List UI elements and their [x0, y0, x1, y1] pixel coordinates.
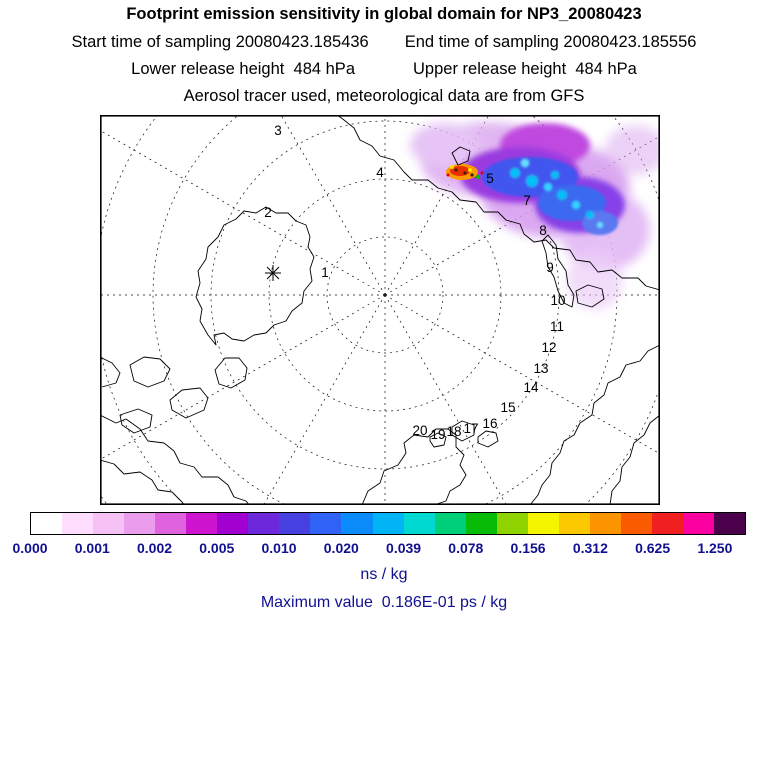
- trajectory-marker-18: 18: [446, 424, 461, 439]
- colorbar-segment: [465, 513, 497, 534]
- sampling-times-line: Start time of sampling 20080423.185436 E…: [0, 33, 768, 52]
- coast-island-5: [451, 420, 475, 442]
- colorbar-segment: [434, 513, 466, 534]
- coast-arctic-island-3: [214, 357, 248, 389]
- colorbar-segment: [558, 513, 590, 534]
- colorbar-segment: [155, 513, 187, 534]
- coast-scandinavia: [529, 344, 660, 505]
- coast-north-america: [100, 414, 250, 505]
- colorbar-segment: [186, 513, 218, 534]
- colorbar-segment: [248, 513, 280, 534]
- trajectory-marker-10: 10: [550, 293, 565, 308]
- sensitivity-plume: [410, 122, 660, 310]
- colorbar-segment: [527, 513, 559, 534]
- trajectory-marker-3: 3: [274, 123, 282, 138]
- colorbar-tick-label: 0.312: [572, 540, 608, 556]
- coast-alaska-chukotka: [361, 428, 467, 505]
- trajectory-marker-17: 17: [463, 421, 478, 436]
- colorbar-segment: [372, 513, 404, 534]
- colorbar-tick-label: 1.250: [697, 540, 733, 556]
- colorbar-units: ns / kg: [360, 566, 408, 583]
- coast-arctic-island-4: [119, 408, 153, 434]
- coast-north-america-2: [100, 459, 185, 505]
- colorbar-segment: [341, 513, 373, 534]
- colorbar-tick-label: 0.000: [12, 540, 48, 556]
- trajectory-marker-19: 19: [430, 427, 445, 442]
- trajectory-marker-13: 13: [533, 361, 548, 376]
- colorbar-segment: [62, 513, 94, 534]
- colorbar-segment: [93, 513, 125, 534]
- colorbar-segment: [31, 513, 63, 534]
- trajectory-marker-14: 14: [523, 380, 539, 395]
- colorbar-segment: [403, 513, 435, 534]
- trajectory-marker-16: 16: [482, 416, 497, 431]
- colorbar-tick-label: 0.625: [635, 540, 671, 556]
- colorbar-segment: [124, 513, 156, 534]
- colorbar-segment: [620, 513, 652, 534]
- coast-island-7: [429, 432, 447, 448]
- figure-title: Footprint emission sensitivity in global…: [126, 5, 642, 23]
- trajectory-marker-5: 5: [486, 171, 494, 186]
- trajectory-marker-2: 2: [264, 205, 272, 220]
- colorbar-tick-label: 0.156: [510, 540, 546, 556]
- trajectory-marker-1: 1: [321, 265, 329, 280]
- colorbar-tick-label: 0.039: [386, 540, 422, 556]
- max-value-text: Maximum value 0.186E-01 ps / kg: [260, 594, 508, 611]
- colorbar-tick-label: 0.002: [136, 540, 173, 556]
- trajectory-marker-11: 11: [550, 319, 564, 334]
- colorbar-tick-label: 0.001: [74, 540, 110, 556]
- trajectory-marker-7: 7: [523, 193, 531, 208]
- coast-left-peninsula: [100, 356, 121, 388]
- lower-release-text: Lower release height 484 hPa: [131, 60, 355, 78]
- map-frame: [100, 115, 660, 505]
- release-point-marker: [265, 265, 281, 281]
- coast-siberia: [336, 115, 660, 291]
- colorbar-segment: [651, 513, 683, 534]
- colorbar-segment: [714, 513, 746, 534]
- end-time-text: End time of sampling 20080423.185556: [404, 33, 697, 51]
- trajectory-marker-9: 9: [546, 260, 554, 275]
- start-time-text: Start time of sampling 20080423.185436: [71, 33, 369, 51]
- tracer-info-text: Aerosol tracer used, meteorological data…: [183, 87, 585, 105]
- trajectory-marker-4: 4: [376, 165, 384, 180]
- colorbar-tick-label: 0.005: [199, 540, 235, 556]
- trajectory-marker-20: 20: [412, 423, 427, 438]
- colorbar-segment: [217, 513, 249, 534]
- colorbar-segment: [279, 513, 311, 534]
- coast-svalbard: [451, 146, 471, 166]
- coast-norway: [609, 414, 660, 505]
- plume-maximum-cluster: [446, 164, 484, 180]
- colorbar-segment: [589, 513, 621, 534]
- coast-arctic-island-2: [169, 387, 209, 419]
- coast-arctic-island-1: [129, 356, 171, 388]
- colorbar-tick-label: 0.020: [323, 540, 359, 556]
- trajectory-marker-12: 12: [541, 340, 556, 355]
- trajectory-marker-8: 8: [539, 223, 547, 238]
- colorbar-tick-label: 0.010: [261, 540, 297, 556]
- colorbar-tick-labels: 0.000 0.001 0.002 0.005 0.010 0.020 0.039 0.078…: [12, 540, 746, 558]
- coast-iceland: [575, 284, 605, 308]
- coast-novaya-zemlya: [541, 234, 575, 308]
- colorbar-tick-label: 0.078: [448, 540, 484, 556]
- colorbar-segment: [496, 513, 528, 534]
- coast-greenland: [195, 206, 315, 346]
- coast-island-6: [477, 430, 499, 448]
- coastlines: [100, 115, 660, 505]
- upper-release-text: Upper release height 484 hPa: [413, 60, 637, 78]
- release-heights-line: Lower release height 484 hPa Upper relea…: [0, 60, 768, 79]
- colorbar-segment: [310, 513, 342, 534]
- trajectory-marker-15: 15: [500, 400, 515, 415]
- colorbar: [30, 512, 746, 535]
- colorbar-segment: [682, 513, 715, 534]
